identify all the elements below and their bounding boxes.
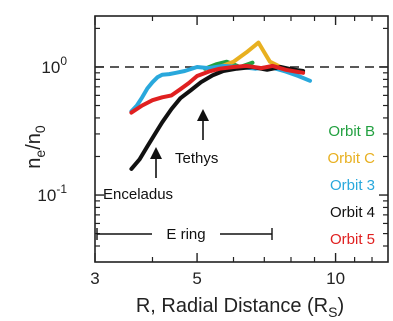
series-line-orbit-5 xyxy=(129,63,306,115)
tethys-label: Tethys xyxy=(175,150,218,167)
y-axis-label: ne/n0 xyxy=(23,125,48,169)
x-tick-label: 10 xyxy=(326,269,345,288)
tethys-arrowhead xyxy=(197,109,209,121)
y-tick-label: 10-1 xyxy=(37,182,67,205)
legend-entry-orbit-5: Orbit 5 xyxy=(330,231,375,248)
legend-entry-orbit-3: Orbit 3 xyxy=(330,177,375,194)
enceladus-label: Enceladus xyxy=(103,186,173,203)
plot-frame xyxy=(94,15,389,263)
tethys-annotation: Tethys xyxy=(175,109,218,167)
enceladus-arrowhead xyxy=(150,147,162,159)
y-tick-label: 100 xyxy=(41,54,67,77)
legend-entry-orbit-4: Orbit 4 xyxy=(330,204,375,221)
series-line-orbit-4 xyxy=(129,65,306,171)
legend-entry-orbit-b: Orbit B xyxy=(328,123,375,140)
series-line-orbit-c xyxy=(217,40,283,69)
enceladus-annotation: Enceladus xyxy=(103,147,173,203)
x-tick-label: 3 xyxy=(90,269,99,288)
e-ring-label: E ring xyxy=(166,226,205,243)
legend-entry-orbit-c: Orbit C xyxy=(327,150,375,167)
e-ring-span: E ring xyxy=(96,226,273,243)
legend: Orbit B Orbit C Orbit 3 Orbit 4 Orbit 5 xyxy=(327,123,375,248)
x-axis-label: R, Radial Distance (RS) xyxy=(136,295,344,320)
x-tick-label: 5 xyxy=(192,269,201,288)
